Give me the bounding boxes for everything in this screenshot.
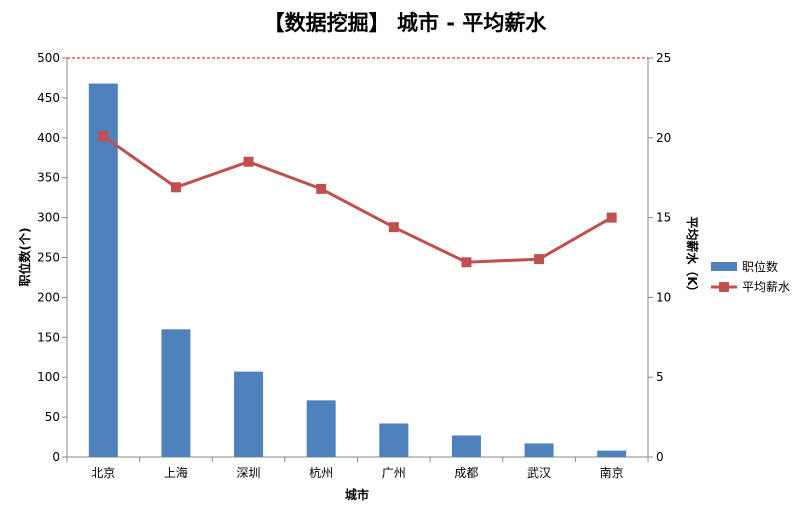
y-left-tick-label: 300 [37, 211, 60, 225]
x-tick-label: 深圳 [237, 466, 261, 480]
y-left-tick-label: 50 [45, 410, 60, 424]
bar-深圳 [234, 371, 264, 457]
y-left-tick-label: 350 [37, 171, 60, 185]
y-left-tick-label: 500 [37, 51, 60, 65]
line-marker-广州 [388, 222, 399, 233]
line-marker-深圳 [243, 156, 254, 167]
bar-上海 [161, 329, 191, 457]
salary-line [102, 134, 613, 264]
y-left-tick-label: 200 [37, 290, 60, 304]
x-axis-label: 城市 [345, 487, 369, 502]
y-right-tick-label: 10 [656, 290, 671, 304]
x-tick-label: 成都 [454, 466, 478, 480]
line-marker-武汉 [534, 254, 545, 265]
bar-广州 [379, 423, 409, 457]
y-axis-right-label: 平均薪水（K） [685, 216, 700, 297]
legend: 职位数 平均薪水 [711, 259, 790, 294]
x-tick-label: 北京 [91, 466, 115, 480]
line-marker-上海 [170, 182, 181, 193]
x-tick-label: 武汉 [527, 466, 551, 480]
legend-marker-line [719, 282, 729, 292]
y-right-tick-label: 5 [656, 370, 664, 384]
y-right-tick-label: 15 [656, 211, 671, 225]
chart-title: 【数据挖掘】 城市 - 平均薪水 [264, 11, 548, 35]
bar-武汉 [524, 443, 554, 457]
y-left-tick-label: 450 [37, 91, 60, 105]
x-tick-label: 杭州 [309, 465, 333, 480]
x-tick-label: 广州 [382, 466, 406, 480]
y-axis-left-label: 职位数(个) [17, 228, 32, 287]
y-left-tick-label: 400 [37, 131, 60, 145]
legend-swatch-bar [711, 262, 737, 271]
bar-北京 [88, 83, 118, 457]
line-marker-南京 [606, 212, 617, 223]
y-right-tick-label: 25 [656, 51, 671, 65]
y-right-tick-label: 0 [656, 450, 664, 464]
bar-南京 [597, 450, 627, 457]
y-left-tick-label: 250 [37, 251, 60, 265]
y-left-tick-label: 100 [37, 370, 60, 384]
y-left-tick-label: 0 [52, 450, 60, 464]
bar-杭州 [306, 400, 336, 457]
plot-area: 0 50 100 150 200 250 300 350 400 450 500 0 5 10 15 20 25… [37, 51, 671, 480]
y-left-tick-label: 150 [37, 330, 60, 344]
legend-label-line: 平均薪水 [742, 280, 790, 294]
line-marker-成都 [461, 257, 472, 268]
line-marker-杭州 [316, 183, 327, 194]
line-marker-北京 [98, 131, 109, 142]
y-right-tick-label: 20 [656, 131, 671, 145]
legend-label-bar: 职位数 [742, 259, 778, 274]
bar-成都 [451, 435, 481, 457]
x-tick-label: 上海 [164, 465, 188, 480]
x-tick-label: 南京 [600, 465, 624, 480]
